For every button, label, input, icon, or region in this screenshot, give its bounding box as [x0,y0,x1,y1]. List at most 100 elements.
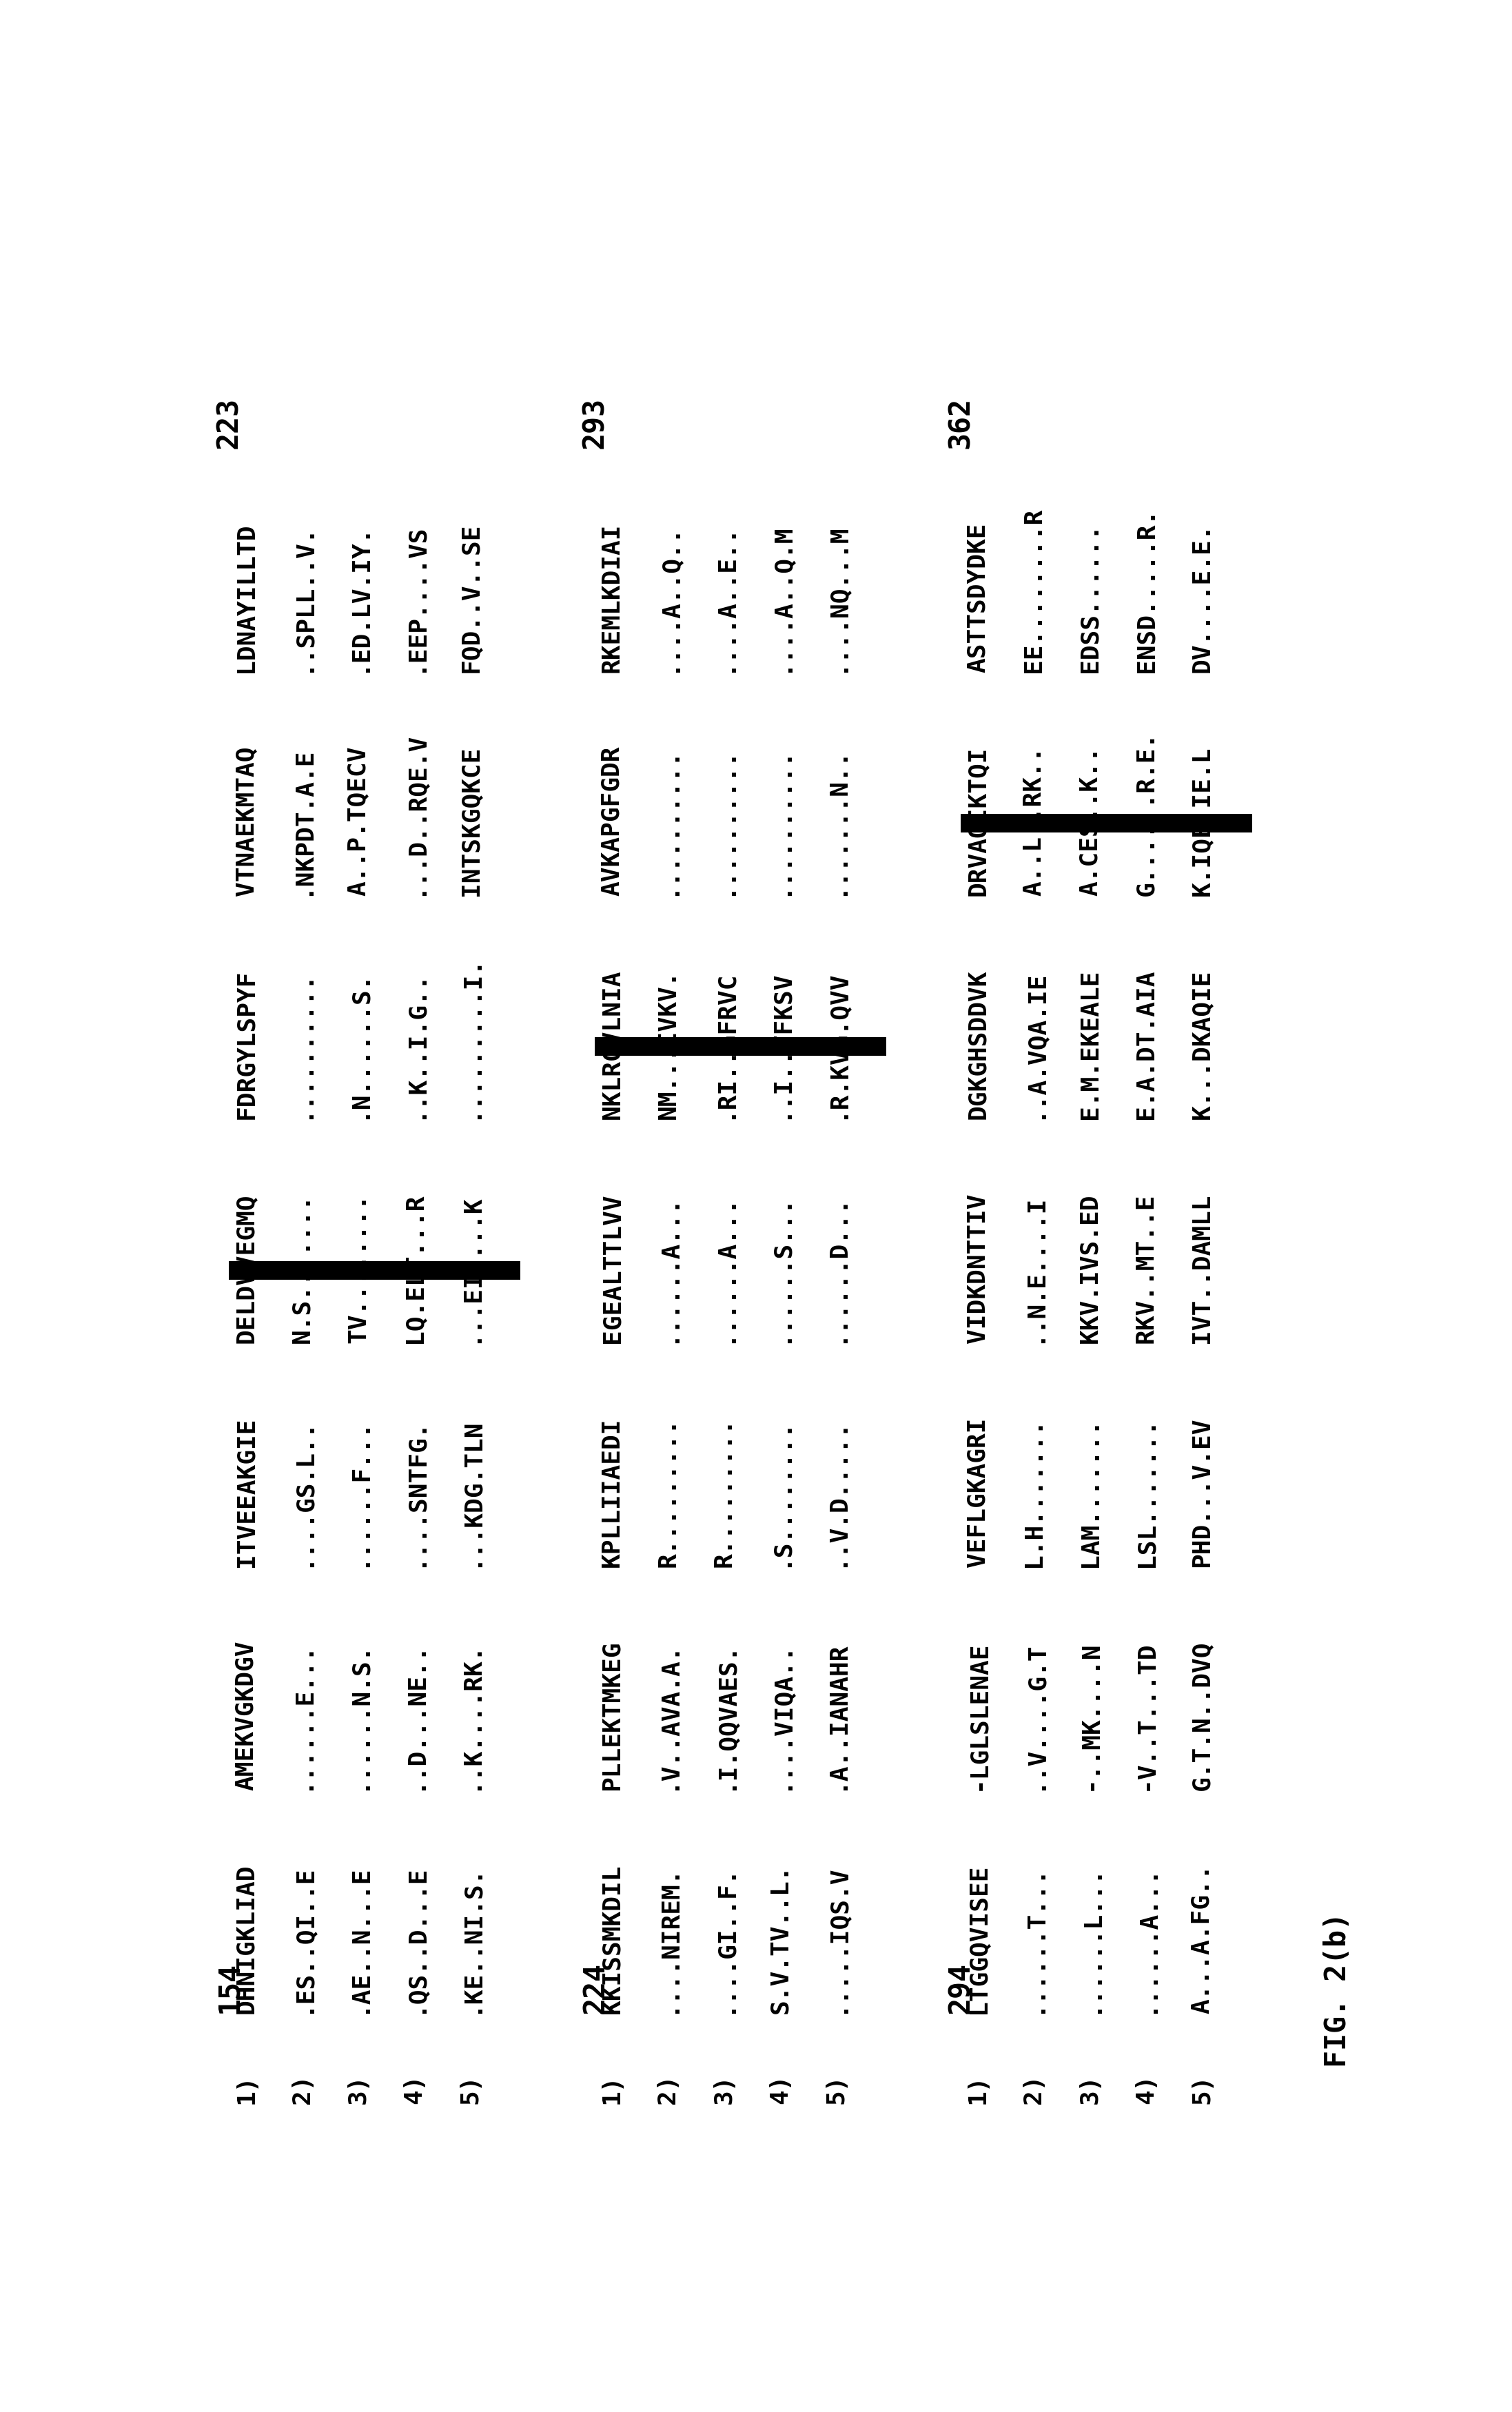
Text: ..........: .......... [712,745,736,895]
Text: ...KDG.TLN: ...KDG.TLN [458,1416,482,1568]
Text: ..SPLL..V.: ..SPLL..V. [290,523,314,673]
Text: RKEMLKDIAI: RKEMLKDIAI [600,523,623,673]
Text: 154: 154 [215,1963,243,2014]
Text: LTGGQVISEE: LTGGQVISEE [966,1864,989,2014]
Text: R.........: R......... [712,1416,736,1568]
Text: .EEP....VS: .EEP....VS [402,523,426,673]
Text: .N......S.: .N......S. [346,970,370,1119]
Text: VTNAEKMTAQ: VTNAEKMTAQ [234,745,259,895]
Text: ....A..Q.M: ....A..Q.M [768,523,792,673]
Text: 2): 2) [290,2074,314,2103]
Text: 4): 4) [768,2074,792,2103]
Text: LAM.......: LAM....... [1078,1416,1102,1568]
Text: ......A...: ......A... [656,1194,680,1343]
Text: 4): 4) [402,2074,426,2103]
Text: 3): 3) [712,2074,736,2103]
Text: ......D...: ......D... [824,1194,848,1343]
Text: 294: 294 [947,1963,975,2014]
Text: ...EII...K: ...EII...K [458,1194,482,1343]
Text: 1): 1) [234,2074,259,2103]
Text: PLLEKTMKEG: PLLEKTMKEG [600,1640,623,1790]
Text: A..P.TQECV: A..P.TQECV [346,745,370,895]
Text: 224: 224 [581,1963,609,2014]
Text: ..A.VQA.IE: ..A.VQA.IE [1022,970,1046,1119]
Text: .I.QQVAES.: .I.QQVAES. [712,1640,736,1790]
Text: .V..AVA.A.: .V..AVA.A. [656,1640,680,1790]
Text: -LGLSLENAE: -LGLSLENAE [966,1640,989,1790]
Text: ....SNTFG.: ....SNTFG. [402,1416,426,1568]
Text: ......E...: ......E... [290,1640,314,1790]
Text: .QS..D...E: .QS..D...E [402,1864,426,2014]
Text: 223: 223 [215,398,243,449]
Text: .AE..N...E: .AE..N...E [346,1864,370,2014]
Text: ..........: .......... [290,970,314,1119]
Text: AVKAPGFGDR: AVKAPGFGDR [600,745,623,895]
Text: IVT..DAMLL: IVT..DAMLL [1190,1194,1214,1343]
Text: .ES..QI..E: .ES..QI..E [290,1864,314,2014]
Text: -V..T...TD: -V..T...TD [1134,1640,1158,1790]
Text: KPLLIIAEDI: KPLLIIAEDI [600,1416,623,1568]
Text: ..K..I.G..: ..K..I.G.. [402,970,426,1119]
Text: ......F...: ......F... [346,1416,370,1568]
Text: .ED.LV.IY.: .ED.LV.IY. [346,523,370,673]
Text: DRVAQIKTQI: DRVAQIKTQI [966,745,989,895]
Text: 1): 1) [600,2074,623,2103]
Text: RKV..MT..E: RKV..MT..E [1134,1194,1158,1343]
Text: 362: 362 [947,398,975,449]
Text: DV....E.E.: DV....E.E. [1190,523,1214,673]
Text: G......R.E.: G......R.E. [1134,731,1158,895]
Text: AMEKVGKDGV: AMEKVGKDGV [234,1640,259,1790]
Text: LQ.ELT...R: LQ.ELT...R [402,1194,426,1343]
Text: ....VIQA..: ....VIQA.. [768,1640,792,1790]
Text: EE........R: EE........R [1022,507,1046,673]
Text: .......N..: .......N.. [824,745,848,895]
Text: NM...IVKV.: NM...IVKV. [656,970,680,1119]
Text: EDSS......: EDSS...... [1078,523,1102,673]
Text: ......N.S.: ......N.S. [346,1640,370,1790]
Text: ..V.D.....: ..V.D..... [824,1416,848,1568]
Text: KKV.IVS.ED: KKV.IVS.ED [1078,1194,1102,1343]
Text: TV........: TV........ [346,1194,370,1343]
Text: 2): 2) [656,2074,680,2103]
Text: DELDVVEGMQ: DELDVVEGMQ [234,1194,259,1343]
Text: R.........: R......... [656,1416,680,1568]
Text: E.A.DT.AIA: E.A.DT.AIA [1134,970,1158,1119]
Text: ......T...: ......T... [1022,1864,1046,2014]
Text: INTSKGQKCE: INTSKGQKCE [458,745,482,895]
Text: VIDKDNTTIV: VIDKDNTTIV [966,1194,989,1343]
Text: -..MK....N: -..MK....N [1078,1640,1102,1790]
Text: FDRGYLSPYF: FDRGYLSPYF [234,970,259,1119]
Text: ..........: .......... [656,745,680,895]
Text: .RI..GFRVC: .RI..GFRVC [712,970,736,1119]
Text: 293: 293 [581,398,609,449]
Text: G.T.N..DVQ: G.T.N..DVQ [1190,1640,1214,1790]
Text: KKISSMKDIL: KKISSMKDIL [600,1864,623,2014]
Text: .....IQS.V: .....IQS.V [824,1864,848,2014]
Text: DHNIGKLIAD: DHNIGKLIAD [234,1864,259,2014]
Text: ......A...: ......A... [712,1194,736,1343]
Text: .........I.: .........I. [458,955,482,1119]
Text: N.S.......: N.S....... [290,1194,314,1343]
Text: 4): 4) [1134,2074,1158,2103]
Text: ASTTSDYDKE: ASTTSDYDKE [966,523,989,673]
Text: 3): 3) [1078,2074,1102,2103]
Text: PHD...V.EV: PHD...V.EV [1190,1416,1214,1568]
Text: LSL.......: LSL....... [1134,1416,1158,1568]
Text: .S........: .S........ [768,1416,792,1568]
Text: .NKPDT.A.E: .NKPDT.A.E [290,745,314,895]
Text: ......S...: ......S... [768,1194,792,1343]
Text: A..L..RK..: A..L..RK.. [1022,745,1046,895]
Text: 5): 5) [1190,2074,1214,2103]
Text: ....A..E..: ....A..E.. [712,523,736,673]
Bar [228,1261,520,1278]
Text: S.V.TV..L.: S.V.TV..L. [768,1864,792,2014]
Text: DGKGHSDDVK: DGKGHSDDVK [966,970,989,1119]
Text: VEFLGKAGRI: VEFLGKAGRI [966,1416,989,1568]
Text: L.H.......: L.H....... [1022,1416,1046,1568]
Text: ..D...NE..: ..D...NE.. [402,1640,426,1790]
Text: FQD..V..SE: FQD..V..SE [458,523,482,673]
Text: ....NQ...M: ....NQ...M [824,523,848,673]
Text: ....NIREM.: ....NIREM. [656,1864,680,2014]
Text: ENSD.....R.: ENSD.....R. [1134,507,1158,673]
Text: .A..IANAHR: .A..IANAHR [824,1640,848,1790]
